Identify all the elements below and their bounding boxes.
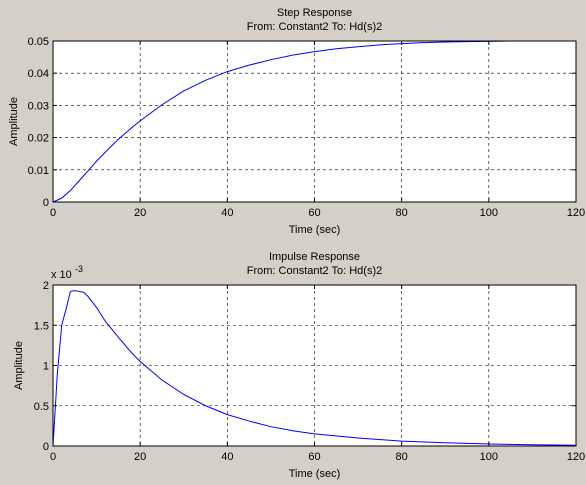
y-axis-label: Amplitude xyxy=(13,341,25,390)
chart-subtitle: From: Constant2 To: Hd(s)2 xyxy=(247,21,383,33)
x-tick-label: 80 xyxy=(396,451,408,463)
chart-title: Step Response xyxy=(277,7,352,19)
chart-2: 0 20 40 60 80 100 120 0 0.5 1 1.5 2 Impulse Response… xyxy=(13,251,585,480)
y-tick-label: 0.04 xyxy=(28,68,49,80)
x-tick-label: 120 xyxy=(567,207,585,219)
y-tick-label: 0 xyxy=(43,197,49,209)
x-tick-label: 0 xyxy=(50,451,56,463)
chart-1: 0 20 40 60 80 100 120 0 0.01 0.02 0.03 0.04 0.05 Step… xyxy=(8,7,585,236)
x-tick-label: 100 xyxy=(480,207,498,219)
x-tick-label: 0 xyxy=(50,207,56,219)
series-line xyxy=(52,40,511,203)
y-tick-label: 1.5 xyxy=(34,320,49,332)
y-exponent-base: x 10 xyxy=(51,269,72,281)
x-tick-label: 100 xyxy=(480,451,498,463)
y-tick-label: 0.03 xyxy=(28,100,49,112)
y-axis-label: Amplitude xyxy=(8,97,20,146)
y-tick-label: 0.02 xyxy=(28,133,49,145)
chart-title: Impulse Response xyxy=(269,251,360,263)
y-tick-label: 0.01 xyxy=(28,165,49,177)
y-exponent-power: -3 xyxy=(75,264,83,274)
y-tick-label: 2 xyxy=(43,280,49,292)
x-tick-label: 60 xyxy=(308,207,320,219)
y-tick-label: 0 xyxy=(43,441,49,453)
chart-subtitle: From: Constant2 To: Hd(s)2 xyxy=(247,265,383,277)
y-tick-label: 1 xyxy=(43,361,49,373)
x-axis-label: Time (sec) xyxy=(289,224,341,236)
x-tick-label: 20 xyxy=(134,207,146,219)
series-line xyxy=(52,290,577,447)
x-tick-label: 20 xyxy=(134,451,146,463)
y-tick-label: 0.05 xyxy=(28,36,49,48)
y-tick-label: 0.5 xyxy=(34,401,49,413)
x-tick-label: 120 xyxy=(567,451,585,463)
x-tick-label: 40 xyxy=(221,207,233,219)
x-tick-label: 80 xyxy=(396,207,408,219)
x-tick-label: 40 xyxy=(221,451,233,463)
x-axis-label: Time (sec) xyxy=(289,468,341,480)
x-tick-label: 60 xyxy=(308,451,320,463)
